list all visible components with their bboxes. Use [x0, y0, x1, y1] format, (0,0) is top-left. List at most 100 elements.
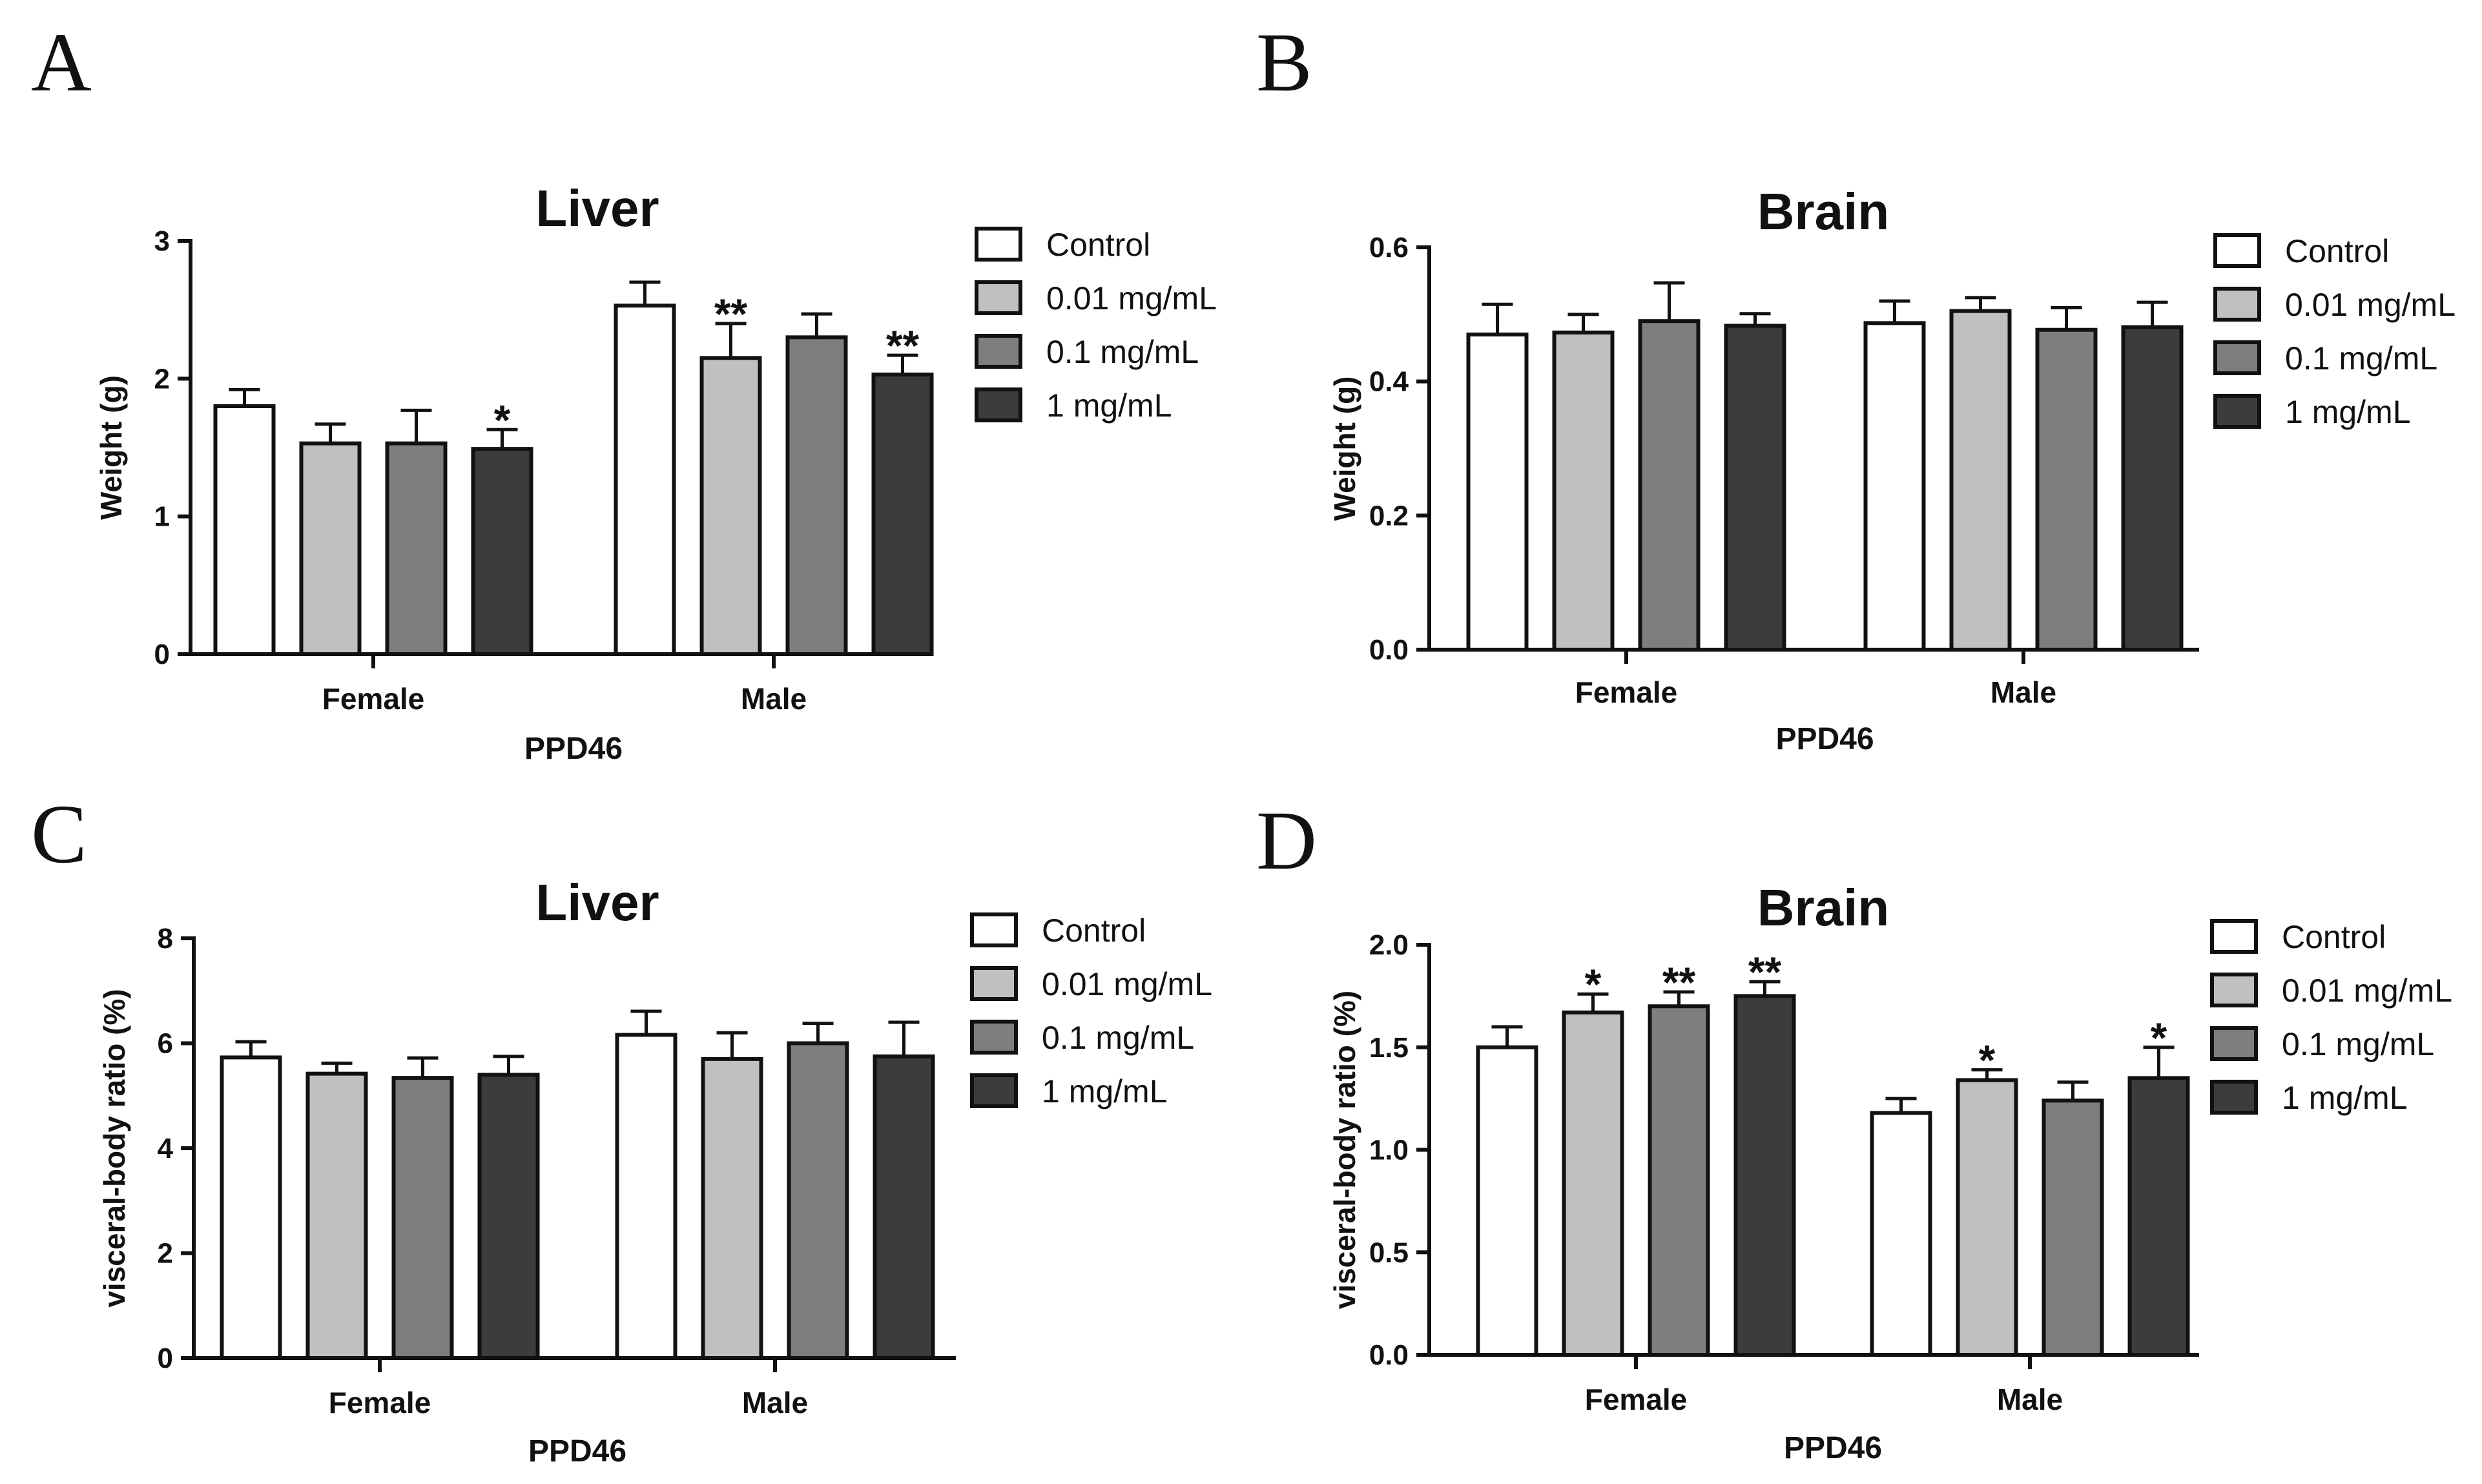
- panel-a-significance: *: [494, 396, 511, 444]
- panel-d-legend-swatch: [2210, 919, 2258, 954]
- panel-b-bar: [2035, 327, 2098, 652]
- panel-c-bar: [220, 1055, 282, 1360]
- panel-d-bar: [1956, 1078, 2018, 1357]
- panel-b-y-tick-label: 0.0: [1369, 634, 1409, 666]
- panel-b-letter: B: [1256, 16, 1312, 109]
- panel-b-legend-label: 1 mg/mL: [2285, 394, 2411, 430]
- panel-b-legend-swatch: [2213, 394, 2261, 429]
- panel-c-x-tick-label: Male: [742, 1386, 808, 1419]
- panel-a-y-axis-label: Weight (g): [94, 375, 128, 520]
- panel-c-bar: [391, 1076, 454, 1360]
- panel-b-y-axis-label: Weight (g): [1328, 376, 1361, 521]
- panel-d-bar: [1476, 1045, 1538, 1357]
- panel-a-x-tick-label: Female: [322, 682, 425, 716]
- panel-c-legend-label: Control: [1042, 912, 1146, 949]
- panel-d-bar: [2042, 1098, 2104, 1357]
- panel-a-y-tick-label: 0: [154, 639, 170, 670]
- panel-c-y-tick-label: 4: [158, 1133, 174, 1164]
- panel-d-y-tick-label: 0.0: [1369, 1339, 1409, 1371]
- panel-a-bar: [213, 404, 276, 656]
- panel-b-bar: [1949, 309, 2012, 652]
- panel-c-y-axis-label: visceral-body ratio (%): [98, 989, 131, 1307]
- panel-a-bar: [785, 335, 848, 656]
- panel-a-title: Liver: [535, 180, 659, 237]
- panel-d-bar: [1870, 1111, 1932, 1357]
- panel-b-bar: [2121, 325, 2184, 652]
- panel-b-x-tick-label: Female: [1575, 675, 1678, 709]
- panel-d-x-axis-label: PPD46: [1784, 1431, 1882, 1465]
- panel-d-y-tick-label: 0.5: [1369, 1237, 1409, 1268]
- panel-d-title: Brain: [1757, 879, 1890, 936]
- panel-c-title: Liver: [535, 874, 659, 931]
- panel-d-bar: [1648, 1004, 1710, 1357]
- panel-d-y-tick-label: 1.5: [1369, 1032, 1409, 1064]
- panel-b-legend: Control 0.01 mg/mL 0.1 mg/mL 1 mg/mL: [2213, 233, 2456, 430]
- panel-b-y-tick-label: 0.2: [1369, 500, 1409, 531]
- panel-c-bar: [701, 1056, 763, 1360]
- panel-b-x-tick-label: Male: [1991, 675, 2056, 709]
- panel-d-significance: *: [1979, 1036, 1996, 1084]
- panel-a-bar: [699, 356, 762, 656]
- panel-b-legend-label: 0.01 mg/mL: [2285, 287, 2456, 323]
- panel-a-legend: Control 0.01 mg/mL 0.1 mg/mL 1 mg/mL: [975, 227, 1217, 424]
- panel-a-letter: A: [31, 16, 92, 109]
- panel-c-y-tick-label: 2: [158, 1238, 173, 1270]
- panel-d-legend-label: Control: [2282, 919, 2386, 955]
- panel-d-legend: Control 0.01 mg/mL 0.1 mg/mL 1 mg/mL: [2210, 919, 2452, 1116]
- panel-a-legend-swatch: [975, 387, 1022, 422]
- panel-b-bar: [1863, 321, 1926, 652]
- panel-c-y-tick-label: 8: [158, 923, 173, 954]
- panel-b-legend-swatch: [2213, 233, 2261, 268]
- panel-d-significance: **: [1748, 948, 1782, 996]
- panel-a-legend-label: 0.1 mg/mL: [1046, 334, 1199, 370]
- panel-c-bar: [873, 1054, 935, 1360]
- panel-c-y-tick-label: 6: [158, 1028, 173, 1060]
- panel-a-y-tick-label: 2: [154, 363, 170, 395]
- panel-a-legend-label: Control: [1046, 227, 1150, 263]
- panel-d-legend-swatch: [2210, 1080, 2258, 1115]
- panel-d-y-axis-label: visceral-body ratio (%): [1328, 991, 1361, 1309]
- panel-a-legend-swatch: [975, 334, 1022, 369]
- panel-c-legend-swatch: [970, 966, 1018, 1001]
- panel-c-legend-label: 0.1 mg/mL: [1042, 1020, 1194, 1056]
- panel-c-legend-swatch: [970, 1073, 1018, 1108]
- panel-a-x-axis-label: PPD46: [524, 732, 623, 766]
- panel-a-bar: [614, 304, 676, 656]
- panel-c-bar: [477, 1073, 540, 1360]
- panel-c-letter: C: [31, 788, 87, 881]
- panel-d-bar: [1733, 994, 1796, 1357]
- panel-a-legend-swatch: [975, 227, 1022, 262]
- panel-c-x-tick-label: Female: [329, 1386, 431, 1419]
- panel-d-legend-swatch: [2210, 1026, 2258, 1061]
- panel-d-bar: [2127, 1076, 2190, 1357]
- panel-b-bar: [1552, 330, 1615, 652]
- panel-a: A Liver * Female ** ** Male 0 1 2 3 Weight (g) PPD46…: [31, 16, 1217, 766]
- panel-d-legend-label: 1 mg/mL: [2282, 1080, 2408, 1116]
- panel-d-legend-swatch: [2210, 973, 2258, 1007]
- panel-b: B Brain Female Male 0.0 0.2 0.4 0.6 Weight (g) PP…: [1256, 16, 2456, 756]
- panel-a-legend-label: 1 mg/mL: [1046, 387, 1172, 424]
- panel-b-legend-label: Control: [2285, 233, 2389, 269]
- panel-b-x-axis-label: PPD46: [1775, 722, 1874, 756]
- panel-b-title: Brain: [1757, 183, 1890, 240]
- panel-a-y-tick-label: 3: [154, 225, 170, 257]
- panel-c-bar: [615, 1033, 677, 1360]
- panel-d-significance: **: [1662, 958, 1696, 1006]
- panel-d-x-tick-label: Female: [1585, 1383, 1688, 1416]
- panel-d-y-tick-label: 2.0: [1369, 929, 1409, 961]
- panel-d-significance: *: [1585, 960, 1602, 1008]
- panel-d-bar: [1562, 1010, 1624, 1357]
- panel-d-significance: *: [2151, 1014, 2167, 1062]
- panel-d-legend-label: 0.1 mg/mL: [2282, 1026, 2434, 1062]
- panel-c: C Liver Female Male 0 2 4 6 8 visceral-body ratio…: [31, 788, 1212, 1469]
- panel-a-significance: **: [714, 290, 748, 338]
- panel-b-legend-swatch: [2213, 340, 2261, 375]
- panel-a-significance: **: [886, 322, 920, 369]
- panel-b-bar: [1724, 324, 1786, 652]
- panel-c-legend: Control 0.01 mg/mL 0.1 mg/mL 1 mg/mL: [970, 912, 1212, 1109]
- panel-b-legend-label: 0.1 mg/mL: [2285, 340, 2437, 376]
- panel-b-bar: [1638, 319, 1701, 652]
- panel-a-bar: [871, 372, 934, 657]
